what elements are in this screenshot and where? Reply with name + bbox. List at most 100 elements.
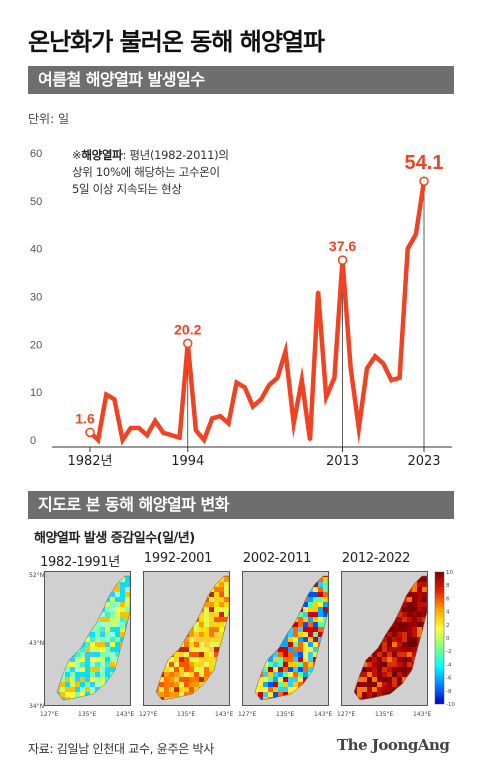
data-point-1999 [227,422,230,425]
data-point-2007 [292,422,295,425]
section-header-maps: 지도로 본 동해 해양열파 변화 [28,491,454,519]
colorbar-tick-3: 4 [446,610,450,616]
colorbar-tick-6: -2 [446,649,451,655]
series-line-heatwave-days [88,180,427,446]
data-point-2019 [390,379,393,382]
lon-tick-127-c: 127°E [238,711,256,718]
data-point-1984 [105,393,108,396]
lat-tick-34: 34°N [29,703,44,710]
coastline [353,575,427,701]
data-point-2005 [276,376,279,380]
data-point-2006 [284,350,287,353]
colorbar-tick-0: 10 [446,570,453,576]
coastline [254,575,328,701]
map-canvas-0 [45,572,130,705]
lon-tick-143-c: 143°E [314,711,332,718]
colorbar-tick-4: 2 [446,623,450,629]
value-label-2013: 37.6 [329,238,356,254]
heatmap-2002-2011 [242,571,329,706]
map-canvas-1 [144,572,229,705]
data-point-1998 [219,414,222,418]
map-axes: 52°N 43°N 34°N 127°E 135°E 143°E 127°E 1… [29,572,431,718]
data-point-1987 [129,426,132,430]
x-tick-label-2023: 2023 [407,454,440,469]
value-label-2023: 54.1 [405,152,444,174]
colorbar-tick-7: -4 [446,662,452,668]
colorbar: 10 8 6 4 2 0 -2 -4 -6 -8 -10 [434,570,455,708]
lon-tick-143-a: 143°E [116,711,134,718]
lon-tick-143-d: 143°E [413,711,431,718]
data-point-1993 [178,436,181,439]
y-tick-label-40: 40 [30,244,42,256]
y-tick-label-20: 20 [30,339,42,351]
data-point-2004 [268,383,271,387]
data-point-1995 [194,429,198,432]
y-tick-label-60: 60 [30,148,42,160]
colorbar-gradient [434,571,445,705]
data-point-2002 [251,405,255,408]
lon-tick-127-b: 127°E [139,711,157,718]
note-line2: 상위 10%에 해당하는 고수온이 [72,165,220,179]
map-canvas-3 [342,572,427,705]
heatmap-1982-1991 [44,571,131,706]
data-point-2022 [414,233,418,236]
y-tick-label-0: 0 [30,435,36,447]
data-point-1997 [210,417,214,420]
colorbar-tick-9: -8 [446,689,452,695]
data-point-2020 [398,376,401,380]
data-point-2014 [349,367,352,370]
y-tick-label-50: 50 [30,196,42,208]
data-point-2000 [235,381,238,384]
definition-note: ※해양열파: 평년(1982-2011)의 상위 10%에 해당하는 고수온이 … [72,147,229,198]
data-point-2011 [325,395,328,399]
page-title: 온난화가 불러온 동해 해양열파 [28,28,325,56]
marker-1994 [183,338,193,349]
publisher-logo: The JoongAng [337,736,450,754]
note-mark: ※ [72,148,82,162]
heatmap-1992-2001 [143,571,230,706]
lon-tick-143-b: 143°E [215,711,233,718]
map-label-2012-2022: 2012-2022 [341,551,411,566]
x-tick-label-1982: 1982년 [67,454,112,469]
heatmap-2012-2022 [341,571,428,706]
colorbar-tick-2: 6 [446,596,450,602]
data-point-1996 [202,438,206,442]
note-term: 해양열파 [81,148,123,162]
colorbar-tick-1: 8 [446,583,450,589]
section-header-chart: 여름철 해양열파 발생일수 [28,66,454,94]
lat-tick-43: 43°N [29,640,44,647]
map-canvas-2 [243,572,328,705]
data-point-2015 [357,426,361,430]
data-point-2009 [308,438,312,442]
data-point-1985 [113,398,116,401]
note-line1: : 평년(1982-2011)의 [122,148,229,162]
data-point-2017 [373,355,377,358]
data-point-2012 [333,376,336,380]
map-label-2002-2011: 2002-2011 [242,551,312,566]
source-credit: 자료: 김일남 인천대 교수, 윤주은 박사 [28,742,214,756]
data-point-1983 [96,438,100,442]
data-point-2003 [259,398,263,401]
y-tick-label-30: 30 [30,292,42,304]
map-label-1982-1991: 1982-1991년 [40,555,120,570]
colorbar-tick-5: 0 [446,636,450,642]
map-label-1992-2001: 1992-2001 [143,551,213,566]
lon-tick-135-d: 135°E [375,711,393,718]
data-point-2021 [406,247,409,250]
lon-tick-127-a: 127°E [40,711,58,718]
value-label-1994: 20.2 [174,321,201,337]
lon-tick-135-a: 135°E [78,711,96,718]
colorbar-tick-8: -6 [446,676,452,682]
data-point-2016 [365,367,369,370]
coastline [56,575,130,701]
unit-label: 단위: 일 [28,112,69,126]
data-point-2010 [316,290,320,293]
coastline [155,575,229,701]
x-tick-label-2013: 2013 [326,454,359,469]
data-point-1989 [145,434,149,437]
lon-tick-135-b: 135°E [177,711,195,718]
lat-tick-52: 52°N [29,572,44,579]
lon-tick-127-d: 127°E [337,711,355,718]
data-point-1991 [162,431,165,435]
value-label-1982: 1.6 [75,410,95,426]
